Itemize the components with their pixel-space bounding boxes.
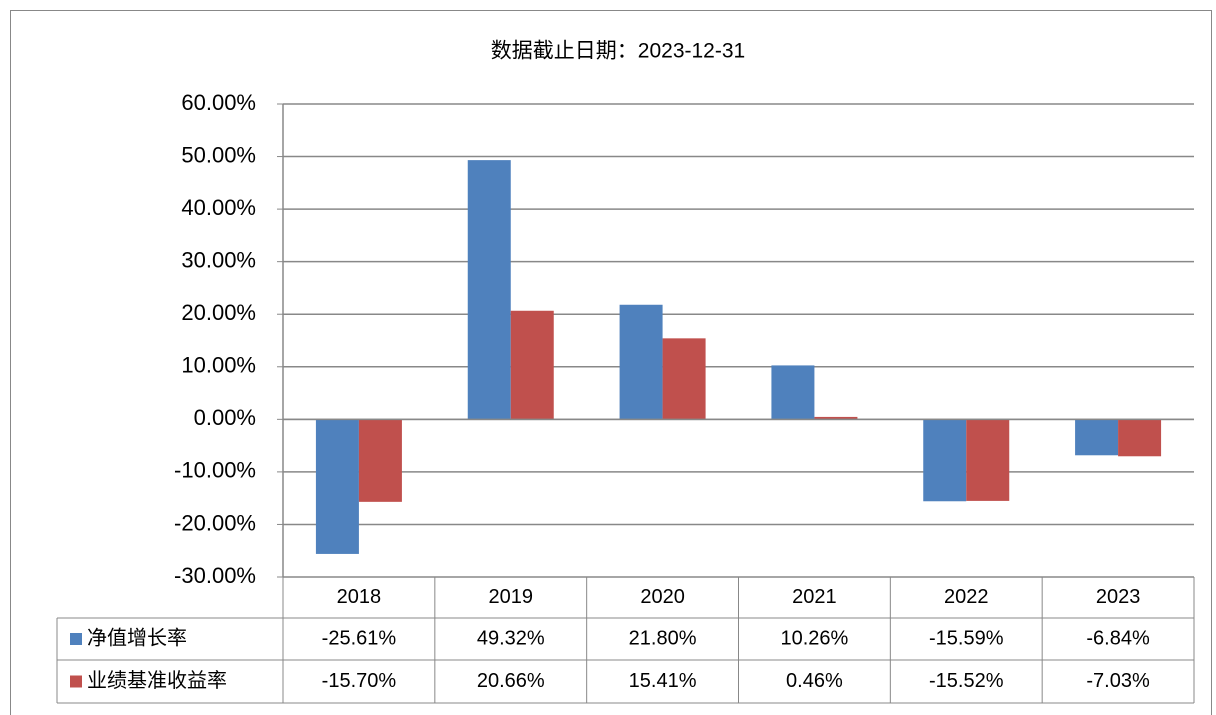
chart-frame [10, 10, 1212, 715]
legend-swatch [70, 633, 82, 645]
bar [510, 310, 554, 420]
table-value: -25.61% [322, 627, 397, 649]
bar [923, 419, 967, 502]
x-tick-label: 2018 [337, 586, 382, 608]
table-value: 0.46% [786, 670, 843, 692]
x-tick-label: 2023 [1096, 586, 1141, 608]
table-value: -15.52% [929, 670, 1004, 692]
bar [814, 416, 858, 420]
bar [619, 304, 663, 420]
legend-label: 业绩基准收益率 [87, 669, 227, 692]
table-value: -15.59% [929, 627, 1004, 649]
bar [662, 338, 706, 420]
x-tick-label: 2022 [944, 586, 989, 608]
bar [1075, 419, 1119, 456]
y-tick-label: 10.00% [181, 353, 256, 378]
y-tick-label: 20.00% [181, 300, 256, 325]
bar [771, 365, 815, 420]
table-value: -7.03% [1086, 670, 1150, 692]
bar [315, 419, 359, 554]
bar [1118, 419, 1162, 457]
table-value: -6.84% [1086, 627, 1150, 649]
legend-label: 净值增长率 [87, 626, 187, 649]
y-tick-label: 60.00% [181, 90, 256, 115]
table-value: 49.32% [477, 627, 545, 649]
table-value: 20.66% [477, 670, 545, 692]
legend-swatch [70, 675, 82, 688]
y-tick-label: -30.00% [174, 563, 256, 588]
table-value: 10.26% [780, 627, 848, 649]
x-tick-label: 2020 [640, 586, 685, 608]
y-tick-label: 40.00% [181, 195, 256, 220]
bar [467, 160, 511, 420]
y-tick-label: 30.00% [181, 247, 256, 272]
x-tick-label: 2021 [792, 586, 837, 608]
y-tick-label: 0.00% [194, 405, 256, 430]
y-tick-label: -10.00% [174, 458, 256, 483]
table-value: 15.41% [629, 670, 697, 692]
chart-title: 数据截止日期：2023-12-31 [491, 40, 745, 63]
y-tick-label: -20.00% [174, 510, 256, 535]
bar [358, 419, 402, 502]
table-value: -15.70% [322, 670, 397, 692]
x-tick-label: 2019 [489, 586, 534, 608]
table-value: 21.80% [629, 627, 697, 649]
bar [966, 419, 1010, 501]
y-tick-label: 50.00% [181, 142, 256, 167]
